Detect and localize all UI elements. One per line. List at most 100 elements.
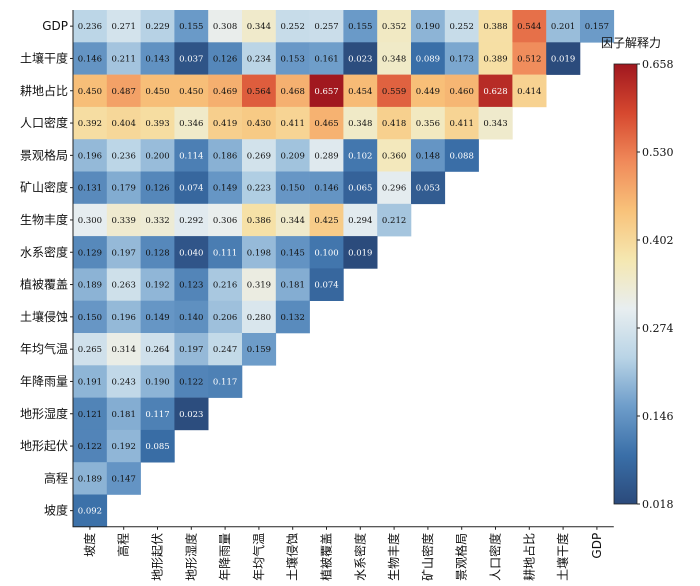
heatmap-cell <box>377 74 412 108</box>
heatmap-cell <box>309 171 344 205</box>
heatmap-cell <box>275 10 310 43</box>
heatmap-cell <box>275 203 310 237</box>
heatmap-cell <box>73 462 108 495</box>
heatmap-cell <box>242 139 277 172</box>
column-label: 水系密度 <box>352 533 367 581</box>
heatmap-cell <box>73 106 108 140</box>
heatmap-cell <box>444 10 479 43</box>
heatmap-cell <box>309 203 344 237</box>
heatmap-cell <box>546 42 581 75</box>
heatmap-cell <box>309 42 344 75</box>
cell-value-label: 0.150 <box>78 313 102 323</box>
heatmap-cell <box>208 365 243 398</box>
heatmap-cell <box>140 429 175 463</box>
cell-value-label: 0.155 <box>348 22 372 32</box>
heatmap-cell <box>208 139 243 172</box>
cell-value-label: 0.294 <box>348 216 372 226</box>
cell-value-label: 0.292 <box>179 216 203 226</box>
heatmap-cell <box>343 106 378 140</box>
cell-value-label: 0.348 <box>382 54 406 64</box>
row-label: 年均气温 <box>20 341 68 356</box>
cell-value-label: 0.414 <box>517 87 541 97</box>
cell-value-label: 0.404 <box>112 119 136 129</box>
cell-value-label: 0.146 <box>78 54 102 64</box>
cell-value-label: 0.085 <box>145 442 169 452</box>
cell-value-label: 0.392 <box>78 119 102 129</box>
heatmap-cell <box>106 268 141 301</box>
heatmap-cell <box>73 365 108 398</box>
heatmap-cell <box>275 106 310 140</box>
cell-value-label: 0.197 <box>112 248 136 258</box>
cell-value-label: 0.192 <box>112 442 136 452</box>
colorbar-title: 因子解释力 <box>601 36 661 50</box>
heatmap-cell <box>106 203 141 237</box>
cell-value-label: 0.386 <box>247 216 271 226</box>
cell-value-label: 0.209 <box>281 151 305 161</box>
cell-value-label: 0.211 <box>112 54 136 64</box>
heatmap-cell <box>478 42 513 75</box>
heatmap-cell <box>242 268 277 301</box>
heatmap-cell <box>73 397 108 431</box>
heatmap-cell <box>174 268 209 301</box>
heatmap-cell <box>140 300 175 334</box>
column-label: 地形起伏 <box>151 533 165 581</box>
cell-value-label: 0.191 <box>78 377 102 387</box>
heatmap-cell <box>73 268 108 301</box>
heatmap-cell <box>106 236 141 269</box>
column-label: 人口密度 <box>488 533 503 581</box>
cell-value-label: 0.023 <box>179 410 203 420</box>
heatmap-cell <box>140 106 175 140</box>
row-label: 水系密度 <box>20 244 68 259</box>
heatmap-cell <box>140 236 175 269</box>
cell-value-label: 0.065 <box>348 184 372 194</box>
heatmap-cell <box>140 203 175 237</box>
cell-value-label: 0.263 <box>112 281 136 291</box>
heatmap-cell <box>309 268 344 301</box>
cell-value-label: 0.216 <box>213 281 237 291</box>
cell-value-label: 0.089 <box>416 54 440 64</box>
cell-value-label: 0.122 <box>78 442 102 452</box>
heatmap-cell <box>377 42 412 75</box>
heatmap-cell <box>106 106 141 140</box>
heatmap-cell <box>309 74 344 108</box>
heatmap-cell <box>73 42 108 75</box>
row-label: 年降雨量 <box>20 374 68 388</box>
cell-value-label: 0.289 <box>314 151 338 161</box>
row-label: 地形湿度 <box>20 406 68 421</box>
column-label: 坡度 <box>82 533 97 557</box>
cell-value-label: 0.088 <box>450 151 474 161</box>
cell-value-label: 0.348 <box>348 119 372 129</box>
heatmap-cell <box>73 203 108 237</box>
cell-value-label: 0.344 <box>247 22 271 32</box>
cell-value-label: 0.314 <box>112 345 136 355</box>
cell-value-label: 0.092 <box>78 507 102 517</box>
heatmap-cell <box>242 106 277 140</box>
cell-value-label: 0.430 <box>247 119 271 129</box>
heatmap-cell <box>512 10 547 43</box>
cell-value-label: 0.198 <box>247 248 271 258</box>
heatmap-cell <box>140 397 175 431</box>
cell-value-label: 0.344 <box>281 216 305 226</box>
cell-value-label: 0.131 <box>78 184 102 194</box>
cell-value-label: 0.339 <box>112 216 136 226</box>
heatmap-cell <box>275 42 310 75</box>
cell-value-label: 0.468 <box>281 87 305 97</box>
cell-value-label: 0.181 <box>112 410 136 420</box>
cell-value-label: 0.206 <box>213 313 237 323</box>
cell-value-label: 0.269 <box>247 151 271 161</box>
heatmap-cell <box>478 106 513 140</box>
heatmap-cell <box>242 203 277 237</box>
heatmap-cell <box>343 236 378 269</box>
cell-value-label: 0.126 <box>213 54 237 64</box>
cell-value-label: 0.149 <box>145 313 169 323</box>
heatmap-cell <box>174 74 209 108</box>
heatmap-cell <box>275 74 310 108</box>
heatmap-cell <box>174 365 209 398</box>
cell-value-label: 0.425 <box>314 216 338 226</box>
row-label: 景观格局 <box>20 147 68 162</box>
cell-value-label: 0.319 <box>247 281 271 291</box>
column-label: 年降雨量 <box>218 533 232 581</box>
heatmap-cell <box>444 106 479 140</box>
colorbar-ticks: 0.658 0.530 0.402 0.274 0.146 0.018 <box>637 58 674 511</box>
